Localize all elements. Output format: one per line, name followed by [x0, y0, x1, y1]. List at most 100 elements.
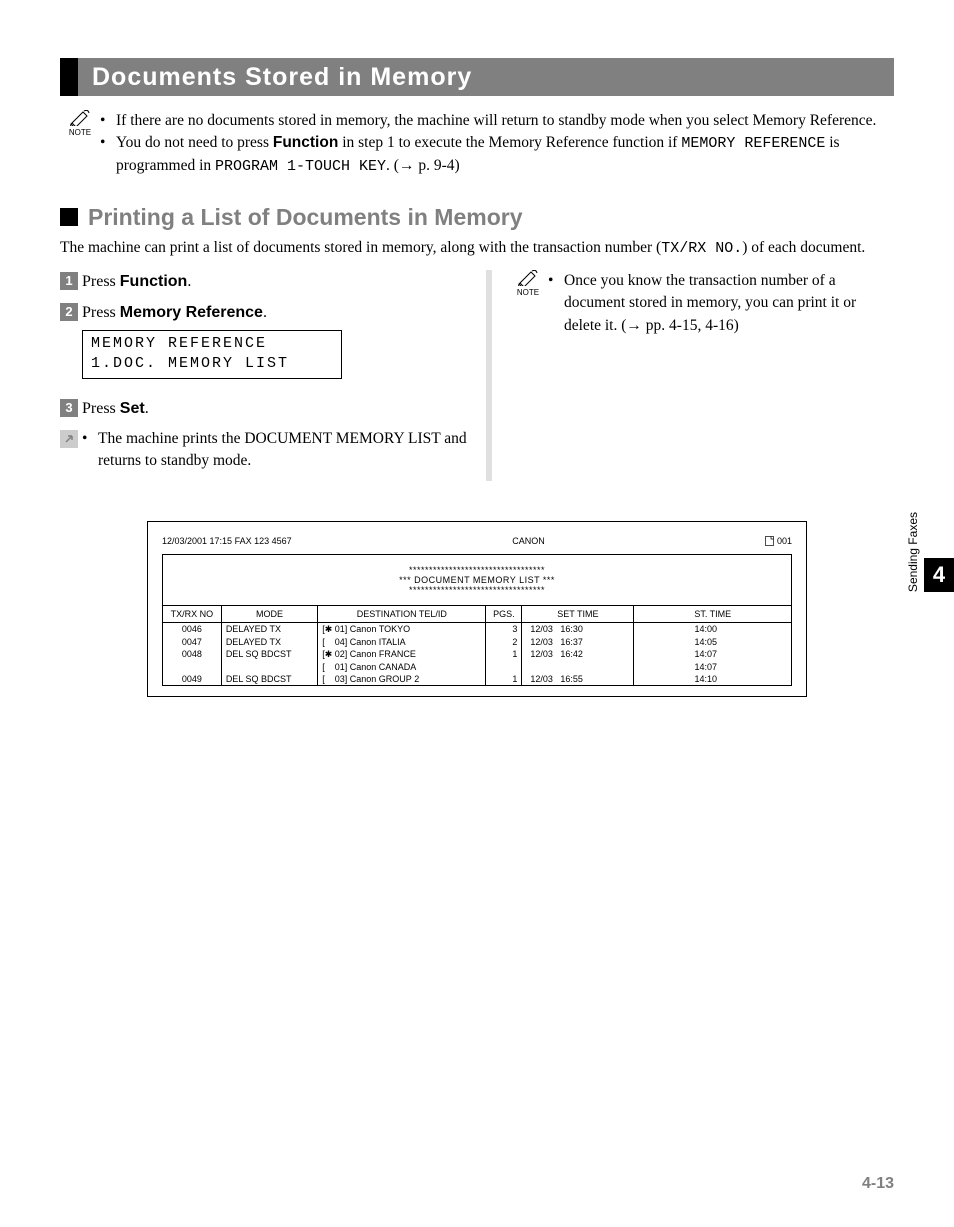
desc-text: ) of each document.	[742, 239, 865, 256]
col-header: TX/RX NO	[163, 606, 221, 623]
printout-table: TX/RX NO MODE DESTINATION TEL/ID PGS. SE…	[163, 606, 791, 685]
subhead-description: The machine can print a list of document…	[60, 237, 894, 260]
printout-inner: ********************************** *** D…	[162, 554, 792, 686]
note-text: If there are no documents stored in memo…	[116, 110, 876, 132]
note-icon-col: NOTE	[508, 270, 548, 297]
note-text: Once you know the transaction number of …	[564, 270, 894, 337]
cell	[221, 661, 317, 673]
printout-header: 12/03/2001 17:15 FAX 123 4567 CANON 001	[162, 536, 792, 547]
note-body: • If there are no documents stored in me…	[100, 110, 894, 178]
cell: DELAYED TX	[221, 636, 317, 648]
step-number-badge: 1	[60, 272, 78, 290]
cell: 14:05	[634, 636, 791, 648]
cell: 3	[486, 623, 522, 637]
cell: DEL SQ BDCST	[221, 648, 317, 661]
column-left: 1 Press Function. 2 Press Memory Referen…	[60, 270, 470, 481]
back-arrow-icon	[60, 430, 78, 448]
printout-rule: **********************************	[163, 585, 791, 595]
cell: 0046	[163, 623, 221, 637]
cell: 1	[486, 673, 522, 685]
subhead-square-icon	[60, 208, 78, 226]
cell: 12/03 16:30	[522, 623, 634, 637]
side-tab-text: Sending Faxes	[906, 510, 920, 592]
cell: 0048	[163, 648, 221, 661]
cell	[486, 661, 522, 673]
printout-rule: **********************************	[163, 565, 791, 575]
cell: [ 03] Canon GROUP 2	[318, 673, 486, 685]
col-header: SET TIME	[522, 606, 634, 623]
col-header: ST. TIME	[634, 606, 791, 623]
page-number: 4-13	[862, 1175, 894, 1193]
cell: 2	[486, 636, 522, 648]
col-header: DESTINATION TEL/ID	[318, 606, 486, 623]
cell: DELAYED TX	[221, 623, 317, 637]
note-block-1: NOTE • If there are no documents stored …	[60, 110, 894, 178]
cell: 0049	[163, 673, 221, 685]
cell: 12/03 16:37	[522, 636, 634, 648]
printout-header-center: CANON	[512, 536, 545, 547]
cell: 1	[486, 648, 522, 661]
table-header-row: TX/RX NO MODE DESTINATION TEL/ID PGS. SE…	[163, 606, 791, 623]
two-column-layout: 1 Press Function. 2 Press Memory Referen…	[60, 270, 894, 481]
col-header: PGS.	[486, 606, 522, 623]
cell	[163, 661, 221, 673]
table-row: [ 01] Canon CANADA 14:07	[163, 661, 791, 673]
step-instruction: Press Set.	[82, 397, 470, 420]
bullet-dot: •	[100, 132, 116, 178]
step-instruction: Press Memory Reference.	[82, 301, 470, 324]
step-3-sub: • The machine prints the DOCUMENT MEMORY…	[60, 428, 470, 473]
page-icon	[765, 536, 774, 546]
column-divider	[486, 270, 492, 481]
note-label: NOTE	[517, 288, 539, 297]
step-number-badge: 3	[60, 399, 78, 417]
desc-mono: TX/RX NO.	[661, 240, 742, 257]
table-row: 0047DELAYED TX[ 04] Canon ITALIA212/03 1…	[163, 636, 791, 648]
cell: 14:07	[634, 648, 791, 661]
step-sub-text: The machine prints the DOCUMENT MEMORY L…	[98, 428, 470, 473]
cell: [✱ 01] Canon TOKYO	[318, 623, 486, 637]
cell: 0047	[163, 636, 221, 648]
column-right: NOTE • Once you know the transaction num…	[508, 270, 894, 481]
table-row: 0046DELAYED TX[✱ 01] Canon TOKYO312/03 1…	[163, 623, 791, 637]
cell: 12/03 16:42	[522, 648, 634, 661]
lcd-line: 1.DOC. MEMORY LIST	[91, 354, 333, 374]
step-number-badge: 2	[60, 303, 78, 321]
pencil-icon	[69, 110, 91, 126]
banner-accent-bar	[60, 58, 78, 96]
section-banner: Documents Stored in Memory	[60, 58, 894, 96]
col-header: MODE	[221, 606, 317, 623]
side-tab-number: 4	[924, 558, 954, 592]
lcd-display-box: MEMORY REFERENCE 1.DOC. MEMORY LIST	[82, 330, 342, 379]
pencil-icon	[517, 270, 539, 286]
subsection-heading: Printing a List of Documents in Memory	[60, 204, 894, 231]
cell: 14:00	[634, 623, 791, 637]
printout-header-left: 12/03/2001 17:15 FAX 123 4567	[162, 536, 292, 547]
cell: 12/03 16:55	[522, 673, 634, 685]
printout-title-text: *** DOCUMENT MEMORY LIST ***	[163, 575, 791, 585]
table-row: 0049DEL SQ BDCST[ 03] Canon GROUP 2112/0…	[163, 673, 791, 685]
section-title: Documents Stored in Memory	[92, 63, 472, 92]
step-1: 1 Press Function.	[60, 270, 470, 293]
cell	[522, 661, 634, 673]
note-label: NOTE	[69, 128, 91, 137]
note-block-2: NOTE • Once you know the transaction num…	[508, 270, 894, 337]
cell: 14:10	[634, 673, 791, 685]
table-row: 0048DEL SQ BDCST[✱ 02] Canon FRANCE112/0…	[163, 648, 791, 661]
desc-text: The machine can print a list of document…	[60, 239, 661, 256]
cell: [ 04] Canon ITALIA	[318, 636, 486, 648]
side-tab: Sending Faxes 4	[906, 510, 954, 592]
step-3: 3 Press Set.	[60, 397, 470, 420]
printout-sample: 12/03/2001 17:15 FAX 123 4567 CANON 001 …	[147, 521, 807, 698]
printout-header-right: 001	[765, 536, 792, 547]
bullet-dot: •	[548, 270, 564, 337]
bullet-dot: •	[100, 110, 116, 132]
bullet-dot: •	[82, 428, 98, 473]
step-2: 2 Press Memory Reference. MEMORY REFEREN…	[60, 301, 470, 389]
note-icon-col: NOTE	[60, 110, 100, 137]
cell: [ 01] Canon CANADA	[318, 661, 486, 673]
step-instruction: Press Function.	[82, 270, 470, 293]
cell: [✱ 02] Canon FRANCE	[318, 648, 486, 661]
lcd-line: MEMORY REFERENCE	[91, 334, 333, 354]
printout-title: ********************************** *** D…	[163, 555, 791, 606]
cell: 14:07	[634, 661, 791, 673]
